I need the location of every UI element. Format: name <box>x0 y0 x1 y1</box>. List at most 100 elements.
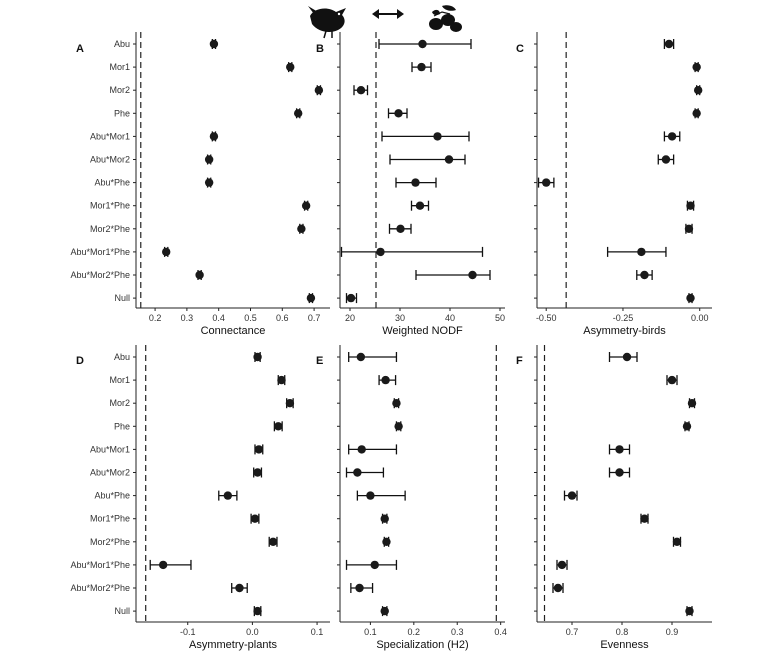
data-point <box>195 270 204 280</box>
x-axis-title: Weighted NODF <box>382 325 463 337</box>
x-tick-label: 0.0 <box>246 627 259 637</box>
data-point <box>357 445 366 454</box>
data-point <box>297 224 306 233</box>
data-point <box>253 468 262 477</box>
category-label: Mor1 <box>109 62 130 72</box>
data-point <box>557 560 567 570</box>
data-point <box>415 201 425 210</box>
data-point <box>293 109 303 118</box>
category-label: Phe <box>114 108 130 118</box>
category-label: Phe <box>114 421 130 431</box>
data-point <box>417 62 426 72</box>
x-tick-label: -0.50 <box>536 313 557 323</box>
data-point <box>209 39 219 49</box>
data-point <box>394 422 403 431</box>
category-label: Abu*Mor2 <box>90 155 130 165</box>
panel-e: E 0.1 0.2 0.3 0.4 Specialization (H2) <box>316 345 507 651</box>
data-point <box>204 178 214 187</box>
data-point <box>622 352 632 362</box>
panel-letter: E <box>316 355 323 367</box>
data-point <box>640 514 649 523</box>
x-tick-label: 0.6 <box>276 313 289 323</box>
data-point <box>615 468 624 477</box>
data-point <box>204 155 214 164</box>
category-label: Mor2*Phe <box>90 224 130 234</box>
bird-icon <box>308 6 346 39</box>
data-point <box>693 86 703 95</box>
category-label: Mor1*Phe <box>90 514 130 524</box>
category-label: Mor2 <box>109 85 130 95</box>
data-point <box>253 352 262 362</box>
data-point <box>158 560 168 570</box>
category-label: Mor1 <box>109 375 130 385</box>
data-point <box>615 445 624 454</box>
data-point <box>433 132 442 141</box>
data-point <box>274 422 283 431</box>
data-point <box>686 293 695 303</box>
data-point <box>667 375 677 385</box>
x-tick-label: 0.4 <box>494 627 507 637</box>
x-tick-label: -0.1 <box>180 627 196 637</box>
category-label: Abu*Mor1*Phe <box>70 560 130 570</box>
category-label: Mor2 <box>109 398 130 408</box>
x-tick-label: 0.4 <box>212 313 225 323</box>
panel-letter: A <box>76 43 84 55</box>
data-point <box>567 491 577 500</box>
data-point <box>356 352 366 362</box>
data-point <box>685 606 694 616</box>
x-tick-label: 0.7 <box>566 627 579 637</box>
panel-letter: C <box>516 43 524 55</box>
x-tick-label: 0.7 <box>308 313 321 323</box>
panel-f: F 0.7 0.8 0.9 Evenness <box>516 345 712 651</box>
data-point <box>366 491 375 500</box>
category-label: Mor2*Phe <box>90 537 130 547</box>
category-label: Null <box>114 606 130 616</box>
data-point <box>376 247 385 257</box>
data-point <box>353 468 362 477</box>
category-label: Null <box>114 293 130 303</box>
data-point <box>637 247 646 257</box>
data-point <box>306 293 316 303</box>
category-label: Mor1*Phe <box>90 201 130 211</box>
x-tick-label: 0.2 <box>149 313 162 323</box>
x-tick-label: 20 <box>345 313 355 323</box>
category-label: Abu*Mor2*Phe <box>70 583 130 593</box>
panel-b: B 20 30 40 50 Weighted NODF <box>316 32 505 337</box>
x-tick-label: 40 <box>445 313 455 323</box>
category-label: Abu*Phe <box>94 491 130 501</box>
data-point <box>286 62 295 72</box>
data-point <box>380 514 389 523</box>
x-axis-title: Connectance <box>201 325 266 337</box>
x-tick-label: 0.8 <box>616 627 629 637</box>
x-tick-label: 0.1 <box>364 627 377 637</box>
x-tick-label: 0.3 <box>181 313 194 323</box>
data-point <box>553 583 563 593</box>
x-axis-title: Specialization (H2) <box>376 639 468 651</box>
data-point <box>370 560 379 570</box>
data-point <box>301 201 311 210</box>
data-point <box>411 178 420 187</box>
data-point <box>692 109 701 118</box>
data-point <box>209 132 219 141</box>
data-point <box>314 86 324 95</box>
data-point <box>684 224 694 233</box>
data-point <box>380 606 389 616</box>
data-point <box>235 583 244 593</box>
category-label: Abu*Mor2*Phe <box>70 270 130 280</box>
data-point <box>667 132 677 141</box>
data-point <box>661 155 671 164</box>
data-point <box>444 155 454 164</box>
panel-letter: F <box>516 355 523 367</box>
data-point <box>542 178 551 187</box>
x-axis-title: Evenness <box>600 639 649 651</box>
x-axis-title: Asymmetry-birds <box>583 325 666 337</box>
data-point <box>392 399 401 408</box>
double-arrow-icon <box>372 9 404 19</box>
olive-fruit-icon <box>429 5 462 32</box>
data-point <box>223 491 233 500</box>
x-tick-label: 30 <box>395 313 405 323</box>
data-point <box>355 583 364 593</box>
data-point <box>396 224 405 233</box>
data-point <box>640 270 649 280</box>
data-point <box>250 514 260 523</box>
